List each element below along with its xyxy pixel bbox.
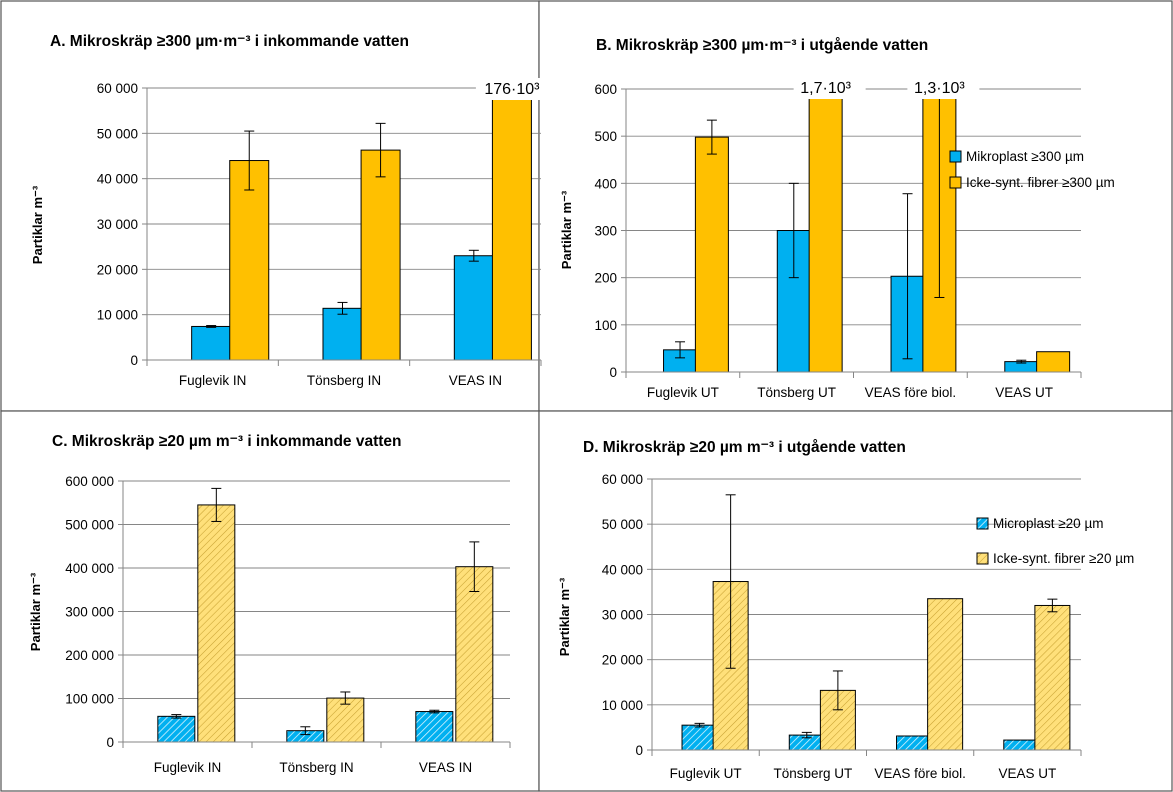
bar-mikroplast [453,255,494,361]
y-tick-label: 30 000 [97,217,138,232]
x-category-label: VEAS före biol. [874,766,966,781]
clipped-value-label: 1,3·10³ [914,80,965,97]
legend-label-microplast-20: Microplast ≥20 µm [993,516,1103,531]
legend-label-mikroplast-300: Mikroplast ≥300 µm [966,149,1084,164]
y-tick-label: 60 000 [602,472,643,487]
x-category-label: Tönsberg UT [773,766,852,781]
panel-c-title: C. Mikroskräp ≥20 µm m⁻³ i inkommande va… [52,433,402,450]
legend-swatch-fibrer-20 [976,552,989,565]
bar-fibrer [808,88,843,373]
bar-fibrer [229,160,270,361]
y-tick-label: 300 000 [65,605,114,620]
annotation-background [907,77,980,99]
bar-fibrer [1036,351,1071,373]
y-tick-label: 0 [106,735,114,750]
y-tick-label: 600 [594,82,617,97]
panel-a-frame [0,0,540,412]
x-category-label: Tönsberg IN [279,760,353,775]
y-tick-label: 100 [594,318,617,333]
bar-fibrer [326,697,365,743]
y-tick-label: 10 000 [97,308,138,323]
y-tick-label: 20 000 [97,262,138,277]
bar-fibrer [1034,604,1071,751]
panel-b-plot: 0 100 200 300 400 500 600 Fuglevik UT Tönsberg U… [594,77,1082,400]
y-tick-label: 200 [594,271,617,286]
y-tick-label: 300 [594,224,617,239]
bar-mikroplast [157,715,196,743]
bar-fibrer [694,136,729,373]
y-tick-label: 30 000 [602,608,643,623]
y-tick-label: 100 000 [65,692,114,707]
y-tick-label: 0 [130,353,138,368]
y-tick-label: 50 000 [97,126,138,141]
y-tick-label: 500 [594,129,617,144]
x-category-label: Tönsberg IN [307,373,381,388]
panel-b-frame [538,0,1173,412]
x-category-label: Fuglevik UT [670,766,742,781]
panel-b-title: B. Mikroskräp ≥300 µm·m⁻³ i utgående vat… [596,37,928,54]
panel-c-ylabel: Partiklar m⁻³ [28,572,43,651]
panel-c-plot: 0 100 000 200 000 300 000 400 000 500 000 600 … [65,474,511,775]
legend-swatch-mikroplast-300 [949,150,962,163]
bar-fibrer [491,87,532,361]
bar-fibrer [197,504,236,743]
y-tick-label: 0 [609,365,617,380]
panel-d-title: D. Mikroskräp ≥20 µm m⁻³ i utgående vatt… [583,439,906,456]
y-tick-label: 500 000 [65,518,114,533]
x-category-label: Fuglevik UT [647,385,719,400]
x-category-label: Fuglevik IN [154,760,222,775]
bar-mikroplast [322,307,363,361]
x-category-label: Fuglevik IN [179,373,247,388]
x-category-label: Tönsberg UT [757,385,836,400]
panel-b-ylabel: Partiklar m⁻³ [559,190,574,269]
y-tick-label: 60 000 [97,81,138,96]
panel-d-legend: Microplast ≥20 µm Icke-synt. fibrer ≥20 … [976,516,1134,566]
y-tick-label: 400 [594,176,617,191]
panel-a-ylabel: Partiklar m⁻³ [30,185,45,264]
bar-fibrer [927,598,964,751]
y-tick-label: 40 000 [97,172,138,187]
bar-mikroplast [896,735,933,751]
bar-mikroplast [191,325,232,361]
y-tick-label: 10 000 [602,698,643,713]
panel-d-ylabel: Partiklar m⁻³ [557,577,572,656]
y-tick-label: 20 000 [602,653,643,668]
clipped-value-label: 1,7·10³ [800,80,851,97]
panel-a-plot: 0 10 000 20 000 30 000 40 000 50 000 60 000 Fug… [97,78,548,388]
y-tick-label: 200 000 [65,648,114,663]
x-category-label: VEAS UT [995,385,1053,400]
panel-b-legend: Mikroplast ≥300 µm Icke-synt. fibrer ≥30… [949,149,1115,190]
y-tick-label: 50 000 [602,517,643,532]
y-tick-label: 400 000 [65,561,114,576]
bar-mikroplast [681,724,718,751]
clipped-value-label: 176·10³ [484,81,540,98]
legend-swatch-microplast-20 [976,517,989,530]
x-category-label: VEAS IN [419,760,472,775]
bar-mikroplast [415,711,454,743]
bar-mikroplast [1003,739,1040,751]
x-category-label: VEAS IN [449,373,502,388]
bar-fibrer [360,149,401,361]
legend-swatch-fibrer-300 [949,176,962,189]
annotation-background [793,77,866,99]
legend-label-fibrer-20: Icke-synt. fibrer ≥20 µm [993,551,1134,566]
x-category-label: VEAS före biol. [865,385,957,400]
bar-fibrer [455,566,494,743]
legend-label-fibrer-300: Icke-synt. fibrer ≥300 µm [966,175,1115,190]
y-tick-label: 40 000 [602,562,643,577]
annotation-background [475,78,548,100]
panel-d-plot: 0 10 000 20 000 30 000 40 000 50 000 60 000 Fug… [602,472,1082,781]
y-tick-label: 0 [635,743,643,758]
y-tick-label: 600 000 [65,474,114,489]
panel-a-title: A. Mikroskräp ≥300 µm·m⁻³ i inkommande v… [50,33,409,50]
x-category-label: VEAS UT [998,766,1056,781]
